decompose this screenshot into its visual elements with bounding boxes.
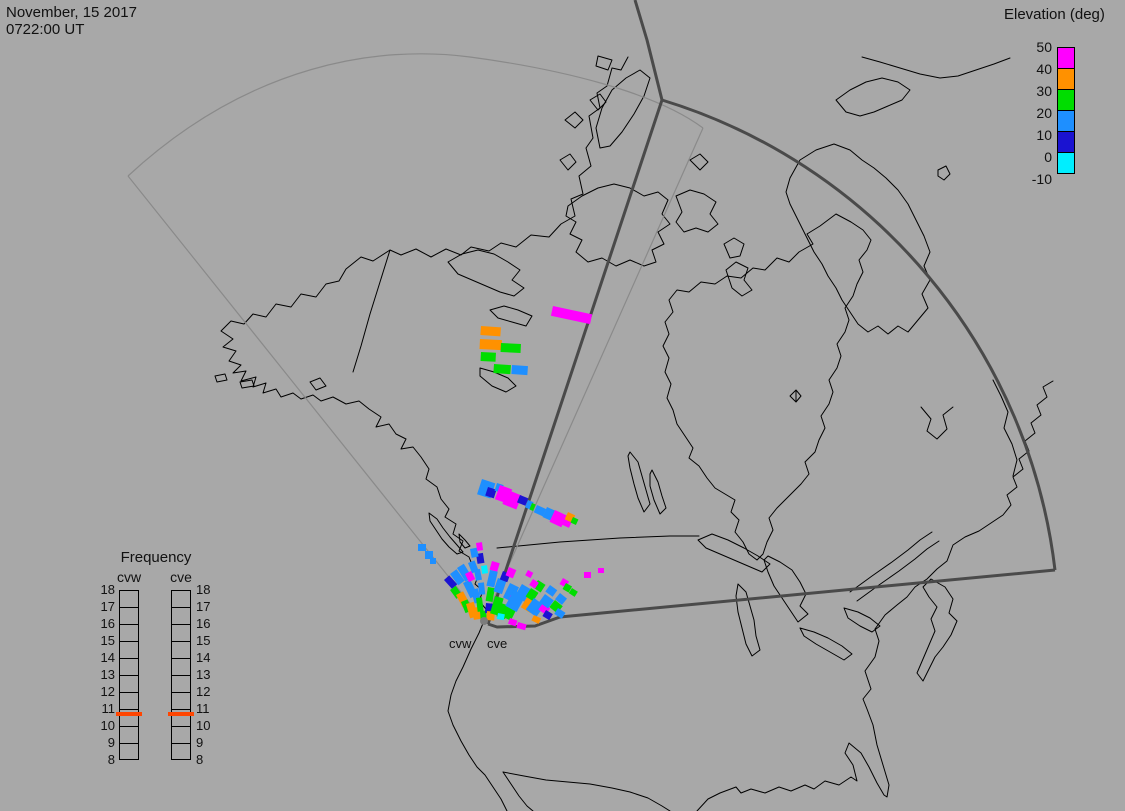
cve-scale-15: 15	[196, 633, 211, 648]
lake-michigan	[735, 583, 761, 657]
cve-scale-17: 17	[196, 599, 211, 614]
elevation-tick-m10: -10	[1031, 171, 1052, 187]
devon-island	[835, 77, 911, 117]
elevation-swatch-m10-0	[1057, 152, 1075, 174]
frequency-marker	[116, 712, 142, 716]
cve-scale-16: 16	[196, 616, 211, 631]
elevation-tick-50: 50	[1036, 39, 1052, 55]
great-bear-lake	[447, 249, 525, 297]
small-island-6	[937, 165, 951, 181]
baffin-island	[785, 143, 931, 335]
elevation-tick-30: 30	[1036, 83, 1052, 99]
ellesmere-coast	[861, 56, 1011, 79]
frequency-column-cvw: cvw	[116, 569, 142, 585]
st-lawrence-north	[849, 531, 933, 593]
cve-fov-arc	[661, 98, 1057, 571]
victoria-island	[565, 183, 671, 267]
lake-ontario	[843, 607, 881, 633]
cve-scale-18: 18	[196, 582, 211, 597]
cvw-scale-10: 10	[100, 718, 115, 733]
cve-scale-9: 9	[196, 735, 204, 750]
radar-site-dot	[480, 617, 488, 625]
cvw-scale-8: 8	[107, 752, 115, 767]
date-label: November, 15 2017	[6, 4, 137, 21]
prince-of-wales-island	[675, 189, 719, 233]
cvw-scale-16: 16	[100, 616, 115, 631]
cvw-scale-13: 13	[100, 667, 115, 682]
gulf-east-coast	[696, 380, 1054, 811]
king-william-island	[725, 261, 753, 297]
elevation-swatch-0-10	[1057, 131, 1075, 153]
cve-scale-8: 8	[196, 752, 204, 767]
frequency-ladder-cve	[171, 590, 191, 760]
coastal-sliver-island	[458, 533, 471, 549]
lake-huron	[763, 555, 809, 623]
elevation-swatch-40-50	[1057, 47, 1075, 69]
elevation-tick-40: 40	[1036, 61, 1052, 77]
alaska-border	[352, 249, 391, 373]
nova-scotia	[916, 578, 958, 682]
labrador-coast	[992, 379, 1018, 477]
vancouver-island	[428, 512, 464, 555]
elevation-tick-0: 0	[1044, 149, 1052, 165]
elevation-swatch-20-30	[1057, 89, 1075, 111]
mexico-coast	[502, 771, 671, 811]
frequency-column-cve: cve	[170, 569, 192, 585]
cve-scale-10: 10	[196, 718, 211, 733]
frequency-ladder-cvw	[119, 590, 139, 760]
banks-island	[595, 69, 651, 149]
lake-manitoba	[649, 469, 667, 515]
frequency-marker	[168, 712, 194, 716]
gulf-of-california	[502, 771, 534, 811]
cvw-fov-arc	[127, 53, 704, 177]
aleutian-island-1	[239, 379, 255, 389]
cvw-scale-12: 12	[100, 684, 115, 699]
cve-scale-12: 12	[196, 684, 211, 699]
elevation-tick-10: 10	[1036, 127, 1052, 143]
elevation-tick-20: 20	[1036, 105, 1052, 121]
lake-erie	[799, 627, 853, 661]
cve-fov-bottom-edge	[487, 568, 1056, 629]
kodiak-island	[309, 377, 327, 391]
elevation-legend-title: Elevation (deg)	[1004, 6, 1105, 23]
cvw-scale-9: 9	[107, 735, 115, 750]
small-island-5	[689, 153, 709, 171]
cve-fov-left-edge	[486, 0, 664, 625]
hudson-bay	[662, 213, 872, 561]
aleutian-island-2	[214, 373, 228, 383]
great-slave-lake	[489, 305, 533, 327]
ungava-bay	[920, 406, 954, 440]
cvw-scale-18: 18	[100, 582, 115, 597]
coastline-group	[214, 55, 1054, 811]
cvw-scale-11: 11	[101, 701, 116, 716]
frequency-panel-title: Frequency	[120, 549, 192, 566]
small-island-2	[564, 111, 584, 129]
tiny-lake-glyph	[789, 389, 802, 403]
st-lawrence-south	[856, 540, 940, 602]
cve-scale-13: 13	[196, 667, 211, 682]
cve-scale-14: 14	[196, 650, 211, 665]
fov-group	[127, 0, 1057, 629]
cve-scale-11: 11	[196, 701, 210, 716]
map-label-cvw: cvw	[449, 636, 472, 651]
lake-winnipeg	[627, 451, 651, 513]
elevation-swatch-30-40	[1057, 68, 1075, 90]
elevation-swatch-10-20	[1057, 110, 1075, 132]
time-label: 0722:00 UT	[6, 21, 85, 38]
cvw-scale-15: 15	[100, 633, 115, 648]
cvw-fov-edges	[127, 127, 704, 623]
small-island-1	[595, 55, 613, 71]
backscatter-points	[418, 306, 604, 631]
cvw-scale-14: 14	[100, 650, 115, 665]
small-island-3	[589, 93, 607, 111]
cvw-scale-17: 17	[100, 599, 115, 614]
somerset-island	[723, 237, 745, 259]
map-label-cve: cve	[487, 636, 507, 651]
us-canada-border	[496, 535, 700, 549]
small-island-4	[559, 153, 577, 171]
lake-superior	[697, 533, 771, 573]
